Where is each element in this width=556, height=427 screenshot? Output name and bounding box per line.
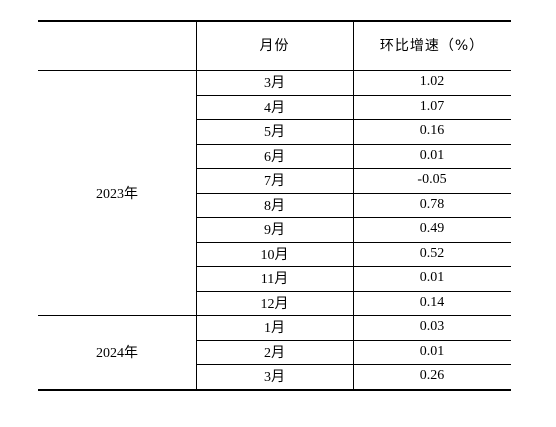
growth-value-cell: 0.52 — [419, 245, 445, 261]
month-cell: 2月 — [264, 345, 285, 361]
growth-value-cell: 0.03 — [419, 319, 445, 335]
group-rule — [38, 315, 511, 316]
table-top-rule — [38, 20, 511, 22]
month-cell: 4月 — [264, 100, 285, 116]
header-blank — [38, 20, 196, 70]
data-table: 月份 环比增速（%） 3月 1.02 4月 1.07 5月 0.16 6月 0.01 7月 -0.… — [38, 20, 511, 393]
month-cell: 8月 — [264, 198, 285, 214]
month-cell: 12月 — [260, 296, 289, 312]
growth-value-cell: 1.07 — [419, 98, 445, 114]
month-cell: 6月 — [264, 149, 285, 165]
month-cell: 10月 — [260, 247, 289, 263]
table-bottom-rule — [38, 388, 511, 391]
growth-value-cell: 0.01 — [419, 343, 445, 359]
year-cell: 2024年 — [96, 345, 138, 361]
month-cell: 9月 — [264, 223, 285, 239]
growth-value-cell: -0.05 — [417, 172, 447, 188]
month-cell: 11月 — [260, 272, 289, 288]
growth-value-cell: 0.26 — [419, 368, 445, 384]
year-cell: 2023年 — [96, 186, 138, 202]
growth-value-cell: 0.01 — [419, 147, 445, 163]
growth-value-cell: 1.02 — [419, 74, 445, 90]
growth-value-cell: 0.14 — [419, 294, 445, 310]
header-month: 月份 — [259, 38, 290, 54]
column-divider — [196, 20, 197, 389]
growth-value-cell: 0.49 — [419, 221, 445, 237]
growth-value-cell: 0.01 — [419, 270, 445, 286]
month-cell: 1月 — [264, 321, 285, 337]
month-cell: 3月 — [264, 370, 285, 386]
month-cell: 3月 — [264, 76, 285, 92]
header-bottom-rule — [38, 70, 511, 71]
month-cell: 7月 — [264, 174, 285, 190]
growth-value-cell: 0.78 — [419, 196, 445, 212]
growth-value-cell: 0.16 — [419, 123, 445, 139]
column-divider — [353, 20, 354, 389]
month-cell: 5月 — [264, 125, 285, 141]
header-mom-growth: 环比增速（%） — [379, 38, 485, 54]
